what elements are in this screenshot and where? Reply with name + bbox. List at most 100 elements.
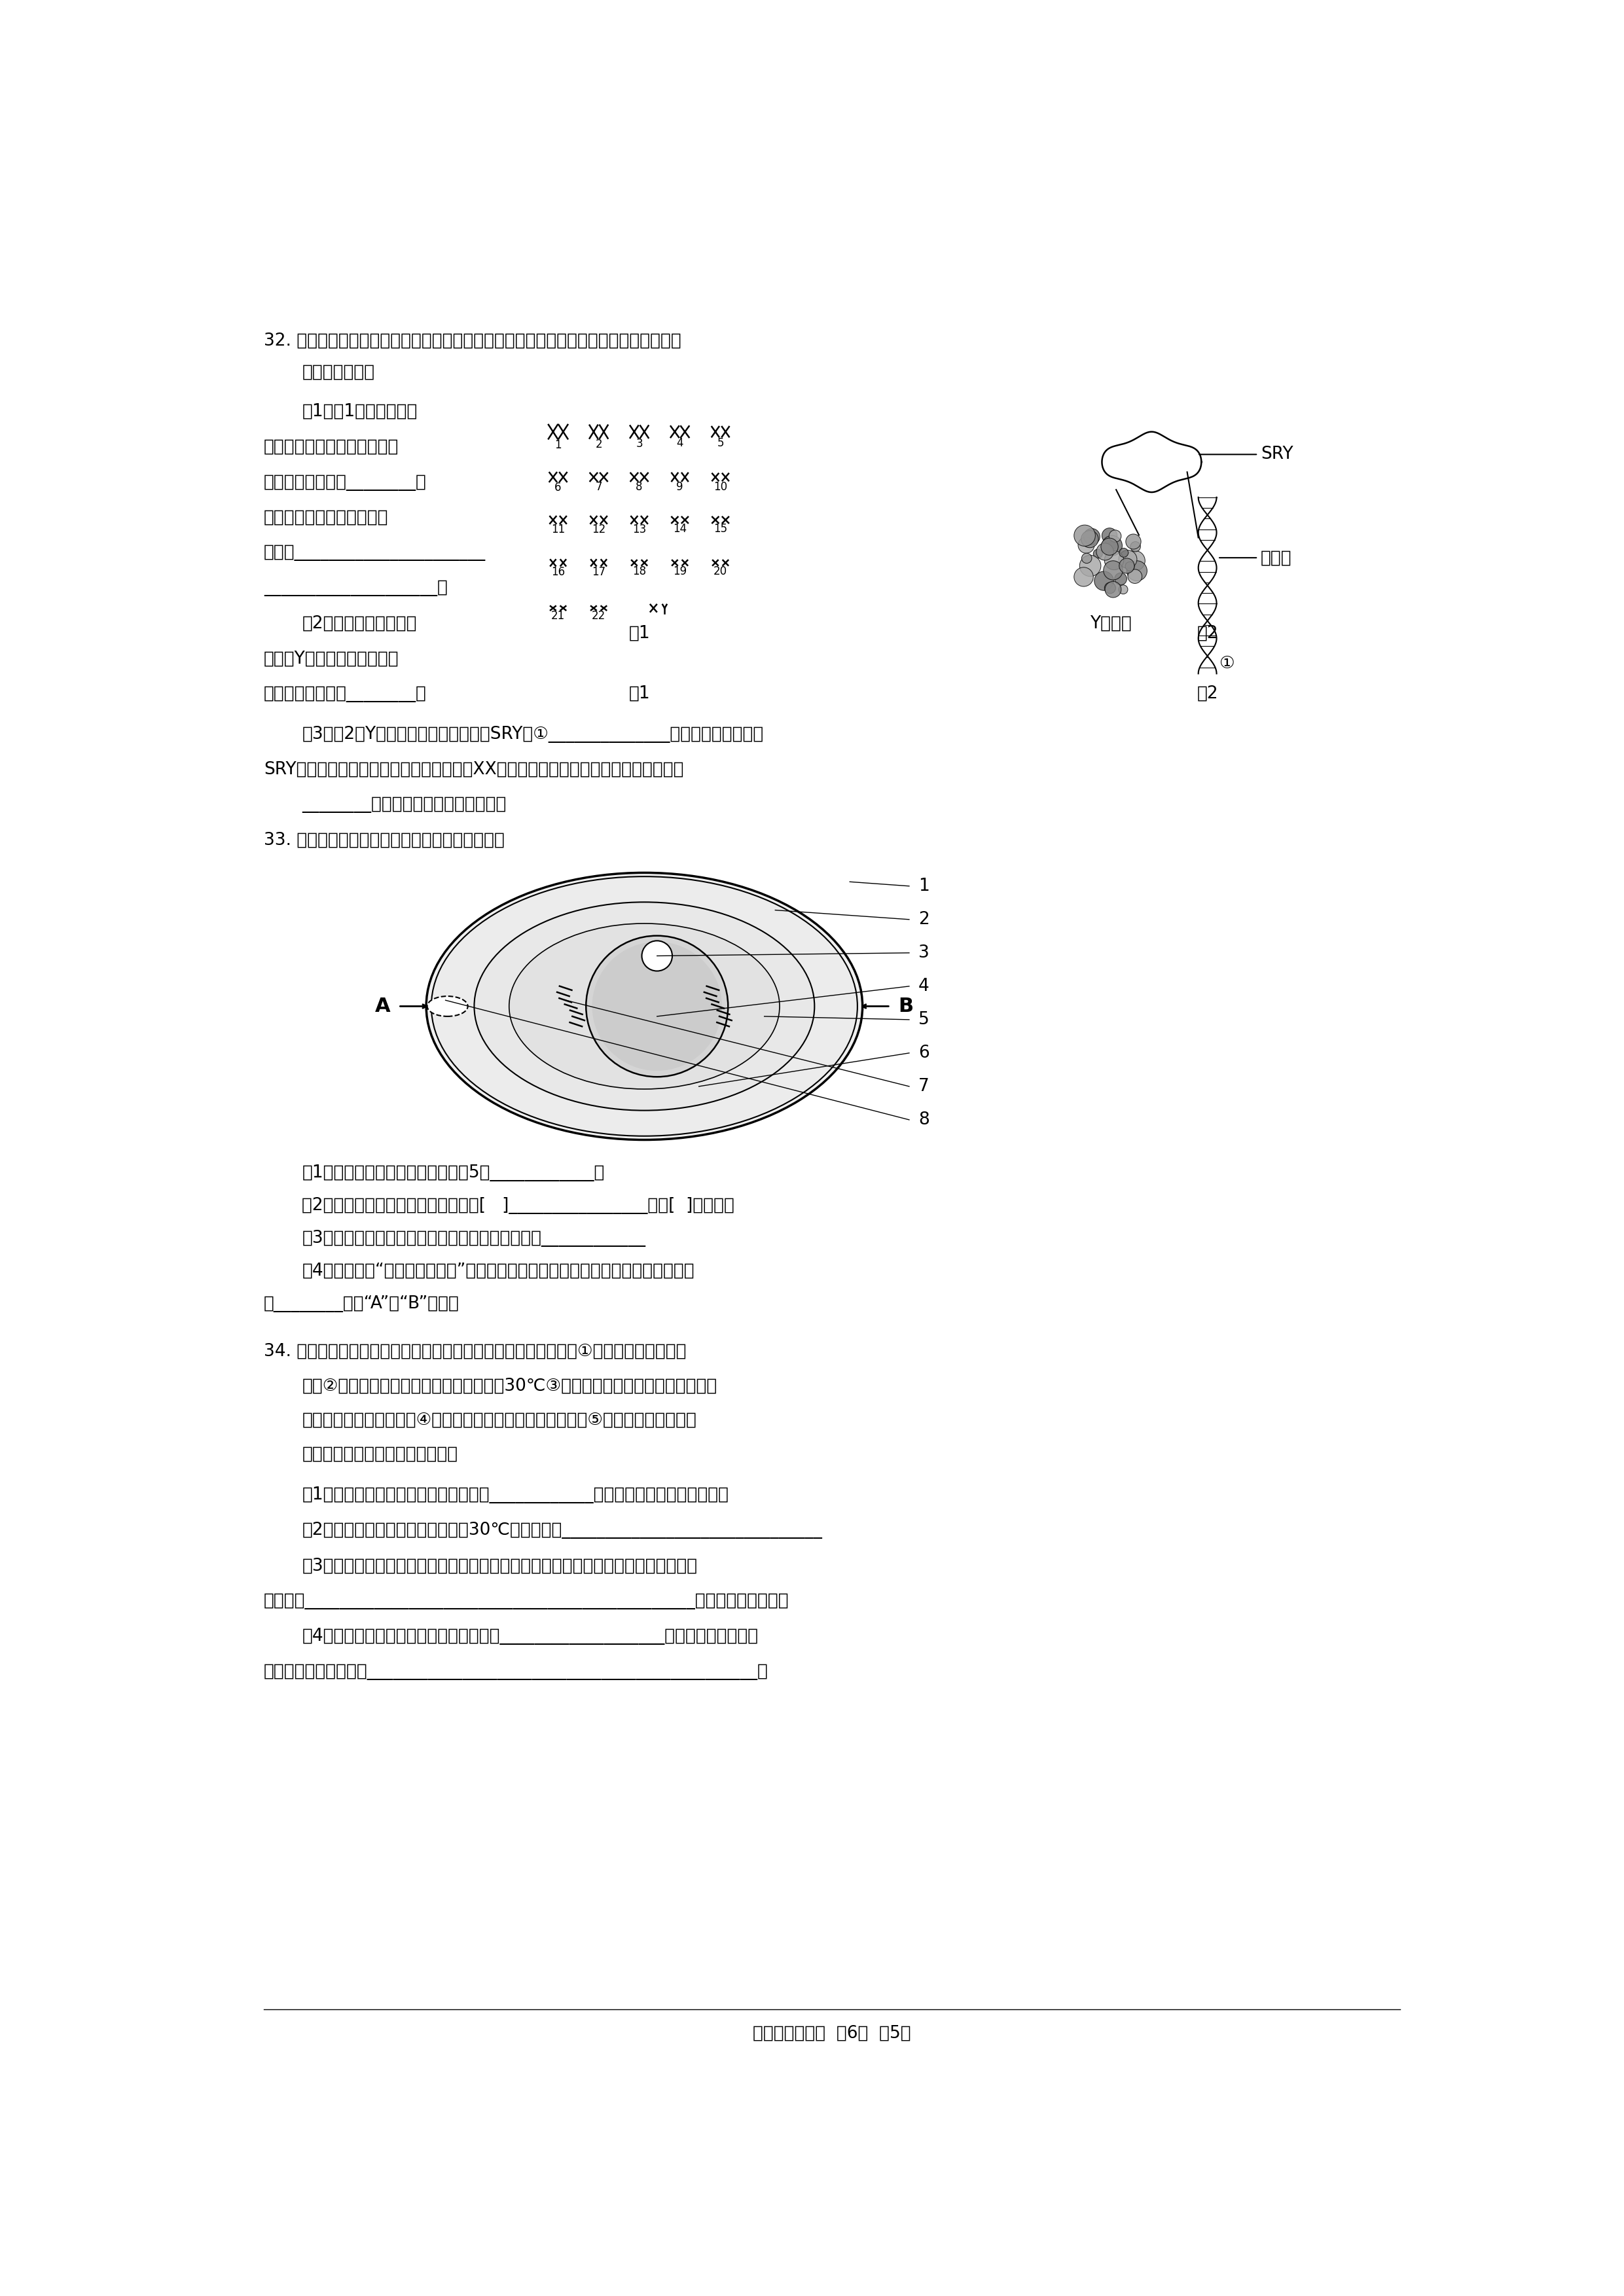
Text: （4）制作米酒的过程中用到的菌种主要是___________________，与病毒相比，在结: （4）制作米酒的过程中用到的菌种主要是___________________，与… (302, 1628, 758, 1644)
Text: 7: 7 (596, 482, 603, 494)
Circle shape (1109, 542, 1117, 549)
Circle shape (1073, 526, 1095, 546)
Circle shape (1080, 556, 1101, 576)
Circle shape (1125, 551, 1145, 572)
Text: 8: 8 (918, 1111, 929, 1127)
Text: 图1: 图1 (628, 684, 650, 703)
Text: （1）请写出制作米酒工序的正确步骤：____________（用工序号中的序号作答）。: （1）请写出制作米酒工序的正确步骤：____________（用工序号中的序号作… (302, 1486, 729, 1504)
Circle shape (1103, 560, 1122, 581)
Ellipse shape (425, 872, 862, 1139)
Text: 17: 17 (591, 565, 606, 579)
Text: （以上容器、毛巾等均已被灭菌）: （以上容器、毛巾等均已被灭菌） (302, 1446, 458, 1463)
Text: 包裹起来置入温暖的地方④将糯米用水淤洗干净后浸泡一昼夜⑤将糯米倒入蕲锅煮熟: 包裹起来置入温暖的地方④将糯米用水淤洗干净后浸泡一昼夜⑤将糯米倒入蕲锅煮熟 (302, 1412, 697, 1428)
Text: 的体细胞染色体排序图，由图: 的体细胞染色体排序图，由图 (263, 439, 400, 455)
Text: （1）请写出图中序号代表的结构：5为____________。: （1）请写出图中序号代表的结构：5为____________。 (302, 1164, 604, 1180)
Text: 2: 2 (918, 912, 929, 928)
Circle shape (1104, 583, 1116, 595)
Text: （2）正常状况下，男性: （2）正常状况下，男性 (302, 615, 417, 631)
Circle shape (1130, 542, 1140, 551)
Circle shape (1114, 574, 1127, 585)
Circle shape (1078, 537, 1095, 553)
Text: 11: 11 (551, 523, 565, 535)
Text: Y染色体: Y染色体 (1090, 615, 1132, 631)
Circle shape (1103, 528, 1117, 544)
Text: 4: 4 (677, 439, 684, 450)
Circle shape (1119, 585, 1127, 595)
Text: ____________________。: ____________________。 (263, 579, 448, 597)
Text: B: B (898, 996, 913, 1015)
Text: 精子中所占比例为________。: 精子中所占比例为________。 (263, 684, 427, 703)
Text: 拌匀②用凉开水将糯米饭冲淋一次，冷却到30℃③将糯米饭放入容器中盖好，用毛巾: 拌匀②用凉开水将糯米饭冲淋一次，冷却到30℃③将糯米饭放入容器中盖好，用毛巾 (302, 1378, 718, 1394)
Text: 10: 10 (713, 480, 728, 494)
Circle shape (1119, 558, 1135, 574)
Text: 18: 18 (632, 565, 646, 576)
Text: 2: 2 (596, 439, 603, 450)
Text: A: A (375, 996, 391, 1015)
Circle shape (1093, 549, 1103, 558)
Ellipse shape (427, 996, 468, 1017)
Text: 图2: 图2 (1197, 625, 1218, 643)
Circle shape (1125, 563, 1135, 572)
Circle shape (641, 941, 672, 971)
Text: 3: 3 (637, 439, 643, 450)
Circle shape (1109, 530, 1121, 542)
Text: SRY: SRY (1260, 445, 1293, 464)
Circle shape (586, 937, 728, 1077)
Text: 3: 3 (918, 944, 929, 962)
Text: 原因是：_____________________________________________（写出一条即可）。: 原因是：____________________________________… (263, 1593, 789, 1609)
Circle shape (1083, 528, 1099, 544)
Text: 产生含Y染色体的精子在所有: 产生含Y染色体的精子在所有 (263, 650, 400, 668)
Circle shape (1104, 551, 1124, 569)
Circle shape (1127, 560, 1147, 581)
Text: （1）图1是一个正常人: （1）图1是一个正常人 (302, 404, 417, 420)
Circle shape (1127, 569, 1142, 583)
Text: 34. 春节快到了，大家都想准备做米酒。现将制作米酒工序介绍：①将酒曲粉末与糯米饭: 34. 春节快到了，大家都想准备做米酒。现将制作米酒工序介绍：①将酒曲粉末与糯米… (263, 1343, 687, 1359)
Text: 1: 1 (918, 877, 929, 895)
Text: 20: 20 (713, 565, 728, 576)
Text: 图1: 图1 (628, 625, 650, 643)
Ellipse shape (474, 902, 815, 1111)
Text: ①: ① (1218, 654, 1234, 673)
Text: 7: 7 (918, 1077, 929, 1095)
Circle shape (1082, 530, 1098, 549)
Text: 6: 6 (555, 482, 562, 494)
Text: 12: 12 (591, 523, 606, 535)
Text: 22: 22 (591, 611, 606, 622)
Text: 是________（填“A”或“B”）端。: 是________（填“A”或“B”）端。 (263, 1295, 460, 1311)
Text: 的组成______________________: 的组成______________________ (263, 544, 486, 560)
Text: ________是决定睾丸形成的重要基因。: ________是决定睾丸形成的重要基因。 (302, 797, 507, 813)
Text: （3）有一位同学按以上工序制作米酒，几天后发现米酒没做好，竟然发霉了。可能的: （3）有一位同学按以上工序制作米酒，几天后发现米酒没做好，竟然发霉了。可能的 (302, 1557, 697, 1575)
Text: 图2: 图2 (1197, 684, 1218, 703)
Text: 1: 1 (555, 439, 562, 450)
Text: 32. 随着研究的深入，关于人类的性别决定、第二性征的差异等问题，正逐步被揭示。请: 32. 随着研究的深入，关于人类的性别决定、第二性征的差异等问题，正逐步被揭示。… (263, 333, 682, 349)
Text: （3）图2为Y染色体及其组成示意图，SRY是①______________上的片段。科学家将: （3）图2为Y染色体及其组成示意图，SRY是①______________上的片… (302, 726, 763, 742)
Text: 14: 14 (672, 523, 687, 535)
Text: 16: 16 (551, 565, 565, 579)
Text: 21: 21 (551, 611, 565, 622)
Text: 15: 15 (713, 523, 728, 535)
Text: 13: 13 (632, 523, 646, 535)
Text: SRY注射到小鼠受精卵细胞核中，发现含有XX染色体的小鼠却发育出了睾丸，由此证明: SRY注射到小鼠受精卵细胞核中，发现含有XX染色体的小鼠却发育出了睾丸，由此证明 (263, 760, 684, 778)
Ellipse shape (432, 877, 857, 1137)
Circle shape (1101, 537, 1119, 556)
Text: 33. 如图为鸟卵结构的示意图，请据图回答问题。: 33. 如图为鸟卵结构的示意图，请据图回答问题。 (263, 831, 505, 850)
Text: 蛋白质: 蛋白质 (1260, 549, 1291, 567)
Text: 可知，此人性别为________，: 可知，此人性别为________， (263, 473, 427, 491)
Ellipse shape (508, 923, 780, 1088)
Text: 5: 5 (718, 436, 724, 448)
Circle shape (1096, 544, 1114, 560)
Circle shape (1095, 572, 1114, 590)
Circle shape (1119, 551, 1137, 569)
Circle shape (1073, 567, 1093, 585)
Text: 8: 8 (637, 482, 643, 494)
Text: （3）一个卵细胞由图中哪些结构构成？（填序号）____________: （3）一个卵细胞由图中哪些结构构成？（填序号）____________ (302, 1231, 646, 1247)
Text: 构方面最明显的特征是_____________________________________________。: 构方面最明显的特征是______________________________… (263, 1662, 768, 1681)
Text: 请写出其生殖细胞中染色体: 请写出其生殖细胞中染色体 (263, 510, 388, 526)
Circle shape (1103, 535, 1122, 556)
Text: 回答下列问题：: 回答下列问题： (302, 363, 375, 381)
Circle shape (1125, 535, 1142, 549)
Text: （2）鸟卵结构中，胚胎发育的部位是[   ]________________。（[  ]填序号）: （2）鸟卵结构中，胚胎发育的部位是[ ]________________。（[ … (302, 1196, 734, 1215)
Circle shape (1119, 549, 1129, 558)
Text: 6: 6 (918, 1045, 929, 1061)
Circle shape (1082, 553, 1091, 563)
